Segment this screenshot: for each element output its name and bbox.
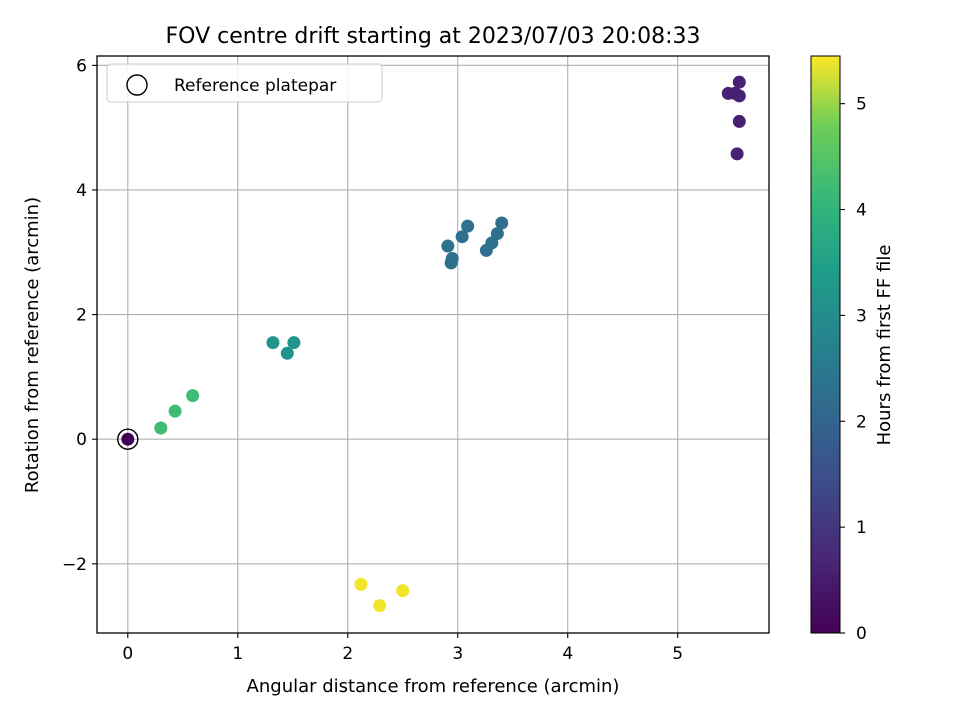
data-point bbox=[168, 404, 182, 418]
data-point bbox=[461, 219, 475, 233]
data-point bbox=[186, 389, 200, 403]
x-axis-ticks: 0 1 2 3 4 5 bbox=[122, 633, 683, 664]
data-point bbox=[441, 239, 455, 253]
data-point bbox=[121, 432, 135, 446]
colorbar-tick-label: 1 bbox=[856, 518, 867, 538]
y-tick-label: 0 bbox=[76, 430, 87, 450]
plot-frame bbox=[96, 55, 770, 634]
y-axis-label: Rotation from reference (arcmin) bbox=[22, 197, 43, 493]
x-tick-label: 4 bbox=[562, 644, 573, 664]
data-point bbox=[280, 346, 294, 360]
data-point bbox=[444, 256, 458, 270]
data-point bbox=[495, 216, 509, 230]
x-axis-label: Angular distance from reference (arcmin) bbox=[247, 676, 620, 697]
colorbar-gradient bbox=[810, 55, 841, 634]
data-point bbox=[396, 584, 410, 598]
colorbar-tick-label: 2 bbox=[856, 412, 867, 432]
reference-platepar-marker bbox=[117, 428, 139, 450]
colorbar-tick-label: 0 bbox=[856, 624, 867, 644]
grid-lines bbox=[97, 56, 769, 633]
data-point bbox=[455, 230, 469, 244]
chart-title: FOV centre drift starting at 2023/07/03 … bbox=[166, 24, 701, 49]
x-tick-label: 1 bbox=[232, 644, 243, 664]
x-tick-label: 0 bbox=[122, 644, 133, 664]
y-axis-ticks: −2 0 2 4 6 bbox=[62, 56, 97, 575]
data-point bbox=[154, 421, 168, 435]
data-point bbox=[730, 147, 744, 161]
data-point bbox=[266, 336, 280, 350]
y-tick-label: −2 bbox=[62, 555, 87, 575]
data-point bbox=[354, 577, 368, 591]
legend: Reference platepar bbox=[106, 63, 383, 103]
data-point bbox=[732, 75, 746, 89]
x-tick-label: 2 bbox=[342, 644, 353, 664]
data-point bbox=[732, 114, 746, 128]
colorbar-tick-label: 4 bbox=[856, 201, 867, 221]
reference-marker bbox=[117, 428, 139, 450]
x-tick-label: 5 bbox=[672, 644, 683, 664]
data-point bbox=[732, 89, 746, 103]
data-points bbox=[121, 75, 746, 613]
colorbar: 0 1 2 3 4 5 Hours from first FF file bbox=[810, 55, 895, 644]
data-point bbox=[373, 599, 387, 613]
colorbar-ticks: 0 1 2 3 4 5 bbox=[840, 95, 867, 644]
legend-label-reference: Reference platepar bbox=[174, 76, 336, 96]
colorbar-label: Hours from first FF file bbox=[874, 245, 895, 446]
colorbar-tick-label: 3 bbox=[856, 306, 867, 326]
y-tick-label: 4 bbox=[76, 181, 87, 201]
legend-box bbox=[106, 63, 383, 103]
colorbar-tick-label: 5 bbox=[856, 95, 867, 115]
y-tick-label: 6 bbox=[76, 56, 87, 76]
data-point bbox=[287, 336, 301, 350]
x-tick-label: 3 bbox=[452, 644, 463, 664]
data-point bbox=[490, 227, 504, 241]
y-tick-label: 2 bbox=[76, 306, 87, 326]
legend-marker-reference bbox=[126, 74, 148, 96]
